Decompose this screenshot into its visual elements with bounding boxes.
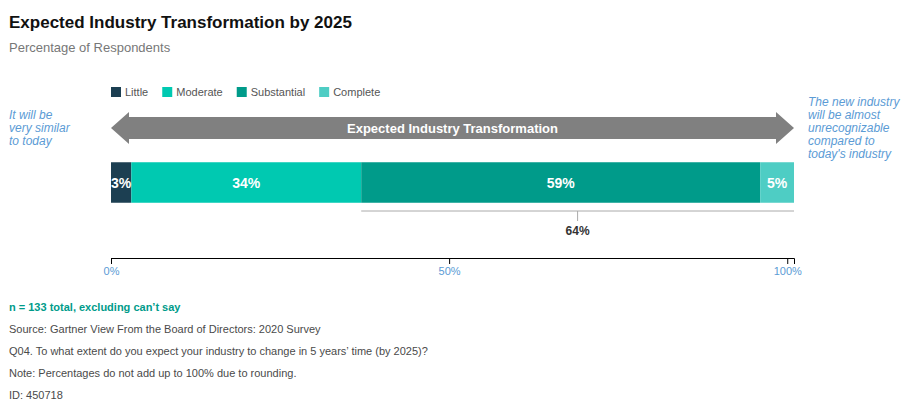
text-line: compared to <box>808 134 875 148</box>
footnote: Note: Percentages do not add up to 100% … <box>9 367 296 379</box>
chart-svg: Expected Industry Transformation by 2025… <box>0 0 923 419</box>
data-label: 59% <box>547 175 576 191</box>
data-label: 5% <box>767 175 788 191</box>
text-line: today's industry <box>808 147 892 161</box>
legend-swatch <box>111 87 121 97</box>
x-tick: 0% <box>104 258 120 277</box>
text-line: The new industry <box>808 95 900 109</box>
bracket-label: 64% <box>566 224 590 238</box>
data-label: 34% <box>232 175 261 191</box>
text-line: It will be <box>9 108 53 122</box>
arrow-label: Expected Industry Transformation <box>347 121 558 136</box>
left-annotation: It will bevery similarto today <box>9 108 71 148</box>
x-tick: 100% <box>774 258 802 277</box>
footnote: Q04. To what extent do you expect your i… <box>9 345 428 357</box>
right-annotation: The new industrywill be almostunrecogniz… <box>808 95 900 161</box>
text-line: to today <box>9 134 53 148</box>
x-axis: 0% 50% 100% <box>104 258 802 277</box>
x-tick-label: 100% <box>774 265 802 277</box>
legend: Little Moderate Substantial Complete <box>111 86 380 98</box>
bars <box>111 162 794 203</box>
bracket-tick <box>577 211 578 221</box>
data-labels: 3% 34% 59% 5% <box>111 175 788 191</box>
x-tick: 50% <box>439 258 461 277</box>
text-line: very similar <box>9 121 71 135</box>
x-tick-label: 50% <box>439 265 461 277</box>
footnote: ID: 450718 <box>9 389 63 401</box>
x-tick-mark <box>787 258 788 264</box>
title: Expected Industry Transformation by 2025 <box>9 13 352 32</box>
x-axis-domain <box>112 259 795 265</box>
legend-item: Substantial <box>237 86 305 98</box>
x-tick-mark <box>449 258 450 264</box>
double-arrow <box>111 112 794 144</box>
legend-item: Little <box>111 86 148 98</box>
text-line: unrecognizable <box>808 121 890 135</box>
legend-label: Substantial <box>251 86 305 98</box>
bar-segment <box>131 162 361 203</box>
bar-segment <box>361 162 760 203</box>
x-tick-mark <box>111 258 112 264</box>
footnote: n = 133 total, excluding can’t say <box>9 301 181 313</box>
legend-label: Little <box>125 86 148 98</box>
legend-swatch <box>237 87 247 97</box>
legend-swatch <box>162 87 172 97</box>
x-tick-label: 0% <box>104 265 120 277</box>
subtitle: Percentage of Respondents <box>9 40 171 55</box>
data-label: 3% <box>111 175 132 191</box>
footnote: Source: Gartner View From the Board of D… <box>9 323 321 335</box>
bar-segment <box>760 162 794 203</box>
text-line: will be almost <box>808 108 881 122</box>
legend-item: Moderate <box>162 86 222 98</box>
legend-item: Complete <box>319 86 380 98</box>
legend-label: Moderate <box>176 86 222 98</box>
legend-label: Complete <box>333 86 380 98</box>
legend-swatch <box>319 87 329 97</box>
bar-segment <box>111 162 131 203</box>
